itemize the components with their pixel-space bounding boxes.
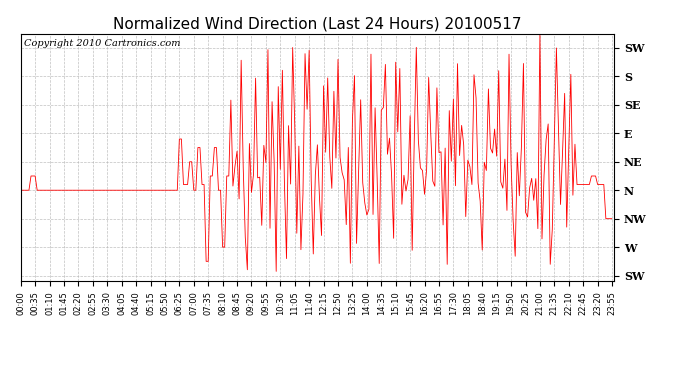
Text: Copyright 2010 Cartronics.com: Copyright 2010 Cartronics.com bbox=[23, 39, 180, 48]
Title: Normalized Wind Direction (Last 24 Hours) 20100517: Normalized Wind Direction (Last 24 Hours… bbox=[113, 16, 522, 31]
